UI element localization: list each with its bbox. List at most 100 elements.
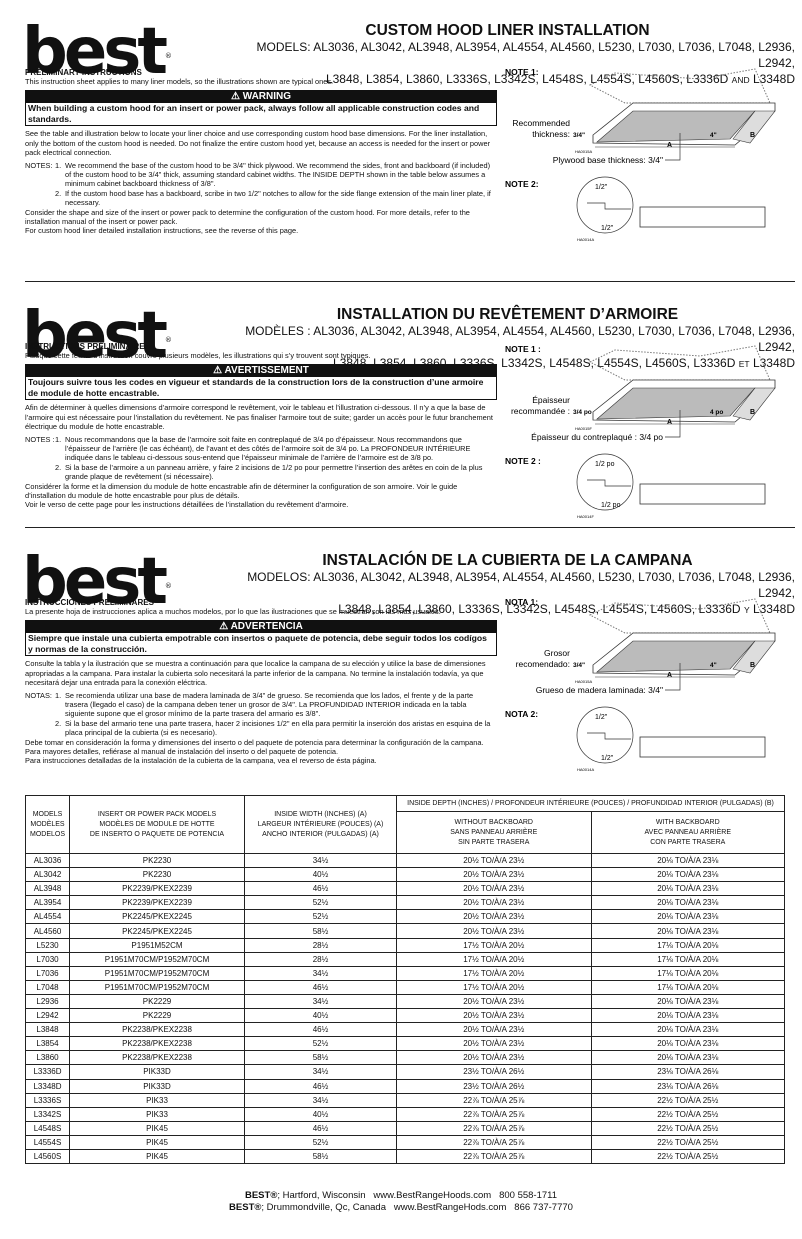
cell-depth-without-backboard: 22⅞ TO/À/A 25⅞ <box>396 1106 592 1122</box>
cell-inside-width: 52½ <box>244 1036 397 1052</box>
table-row: L4554S PIK45 52½ 22⅞ TO/À/A 25⅞ 22½ TO/À/A 2… <box>25 1134 786 1150</box>
cell-depth-with-backboard: 22½ TO/À/A 25½ <box>590 1106 786 1122</box>
section-divider <box>25 527 795 528</box>
dim-b: B <box>750 662 755 669</box>
notch-top-label: 1/2" <box>595 714 608 721</box>
figure-code: HA0015A <box>575 679 592 684</box>
plywood-label: Grueso de madera laminada: 3/4" <box>536 685 663 695</box>
warning-triangle-icon: ⚠ <box>219 621 229 633</box>
footer: BEST®; Hartford, Wisconsin www.BestRange… <box>0 1190 802 1214</box>
cell-inside-width: 28½ <box>244 937 397 953</box>
table-row: L4560S PIK45 58½ 22⅞ TO/À/A 25⅞ 22½ TO/À/A 2… <box>25 1148 786 1165</box>
cell-model: L2936 <box>25 993 70 1010</box>
hood-outline <box>588 598 771 634</box>
cell-model: AL4560 <box>25 923 70 939</box>
cell-depth-with-backboard: 20⅛ TO/À/A 23⅛ <box>590 1036 786 1052</box>
table-row: L3342S PIK33 40½ 22⅞ TO/À/A 25⅞ 22½ TO/À/A 2… <box>25 1106 786 1122</box>
cell-insert-model: PK2230 <box>69 852 245 869</box>
cell-depth-with-backboard: 22½ TO/À/A 25½ <box>590 1092 786 1108</box>
base-side <box>732 110 776 144</box>
notch-profile <box>587 202 631 210</box>
note1-label: NOTA 1: <box>505 597 538 607</box>
section-fr: best ® INSTALLATION DU REVÊTEMENT D’ARMOI… <box>0 284 802 529</box>
cell-insert-model: PK2229 <box>69 993 245 1010</box>
section-title: CUSTOM HOOD LINER INSTALLATION <box>365 22 650 39</box>
pointer-arrow <box>665 133 681 161</box>
intro-text: Afin de déterminer à quelles dimensions … <box>25 403 493 432</box>
warning-text: Siempre que instale una cubierta empotra… <box>28 633 487 655</box>
instructions: INSTRUCCIONES PRELIMINARES La presente h… <box>25 598 497 766</box>
table-row: AL3036 PK2230 34½ 20½ TO/À/A 23½ 20⅛ TO/À/A … <box>25 852 786 869</box>
liner-plate <box>639 736 766 758</box>
closing-text: Para instrucciones detalladas de la inst… <box>25 756 377 766</box>
table-row: L4548S PIK45 46½ 22⅞ TO/À/A 25⅞ 22½ TO/À/A 2… <box>25 1120 786 1136</box>
cell-model: L3336D <box>25 1064 70 1080</box>
cell-depth-without-backboard: 20½ TO/À/A 23½ <box>396 1022 592 1038</box>
rec-thickness-label: Recommended <box>512 118 570 128</box>
thickness-value: 3/4" <box>573 132 585 139</box>
table-row: L3854 PK2238/PKEX2238 52½ 20½ TO/À/A 23½ 20⅛… <box>25 1036 786 1052</box>
cell-model: AL3036 <box>25 852 70 869</box>
cell-depth-with-backboard: 22½ TO/À/A 25½ <box>590 1134 786 1150</box>
note1-label: NOTE 1 : <box>505 344 541 354</box>
height-value: 4" <box>710 662 717 669</box>
warning-triangle-icon: ⚠ <box>213 365 223 377</box>
note2-label: NOTE 2: <box>505 179 539 189</box>
cell-inside-width: 52½ <box>244 909 397 925</box>
table-row: L3348D PIK33D 46½ 23½ TO/À/A 26½ 23⅛ TO/À/A … <box>25 1078 786 1094</box>
prelim-text: La presente hoja de instrucciones aplica… <box>25 607 441 616</box>
cell-insert-model: P1951M52CM <box>69 937 245 953</box>
cell-depth-with-backboard: 22½ TO/À/A 25½ <box>590 1148 786 1165</box>
table-row: L7048 P1951M70CM/P1952M70CM 46½ 17½ TO/À/A … <box>25 979 786 995</box>
plywood-label: Épaisseur du contreplaqué : 3/4 po <box>531 432 663 442</box>
cell-depth-with-backboard: 20⅛ TO/À/A 23⅛ <box>590 909 786 925</box>
section-divider <box>25 281 795 282</box>
cell-inside-width: 34½ <box>244 965 397 981</box>
table-row: L3848 PK2238/PKEX2238 46½ 20½ TO/À/A 23½ 20⅛… <box>25 1022 786 1038</box>
closing-text: Consider the shape and size of the inser… <box>25 207 470 227</box>
cell-inside-width: 58½ <box>244 1148 397 1165</box>
cell-model: L3860 <box>25 1050 70 1066</box>
cell-depth-with-backboard: 23⅛ TO/À/A 26⅛ <box>590 1078 786 1094</box>
cell-insert-model: P1951M70CM/P1952M70CM <box>69 951 245 967</box>
thickness-value: 3/4 po <box>573 409 592 416</box>
cell-model: L4554S <box>25 1134 70 1150</box>
cell-depth-with-backboard: 20⅛ TO/À/A 23⅛ <box>590 881 786 897</box>
liner-plate <box>639 483 766 505</box>
hood-base-diagram: NOTE 1: Recommended thickness: 3/4" 4" B… <box>505 67 776 242</box>
section-title: INSTALLATION DU REVÊTEMENT D’ARMOIRE <box>336 306 679 323</box>
cell-depth-without-backboard: 17½ TO/À/A 20½ <box>396 937 592 953</box>
figure-code: HA0014A <box>577 237 594 242</box>
table-row: L3336D PIK33D 34½ 23½ TO/À/A 26½ 23⅛ TO/À/A … <box>25 1064 786 1080</box>
cell-inside-width: 34½ <box>244 852 397 869</box>
section-title: INSTALACIÓN DE LA CUBIERTA DE LA CAMPANA <box>322 552 693 569</box>
note-item: Si la base del armario tene una parte tr… <box>65 718 491 738</box>
hood-base-diagram: NOTE 1 : Épaisseur recommandée : 3/4 po … <box>505 344 776 519</box>
prelim-text: Puisque cette feuille d’instruction couv… <box>25 351 371 360</box>
cell-insert-model: PK2245/PKEX2245 <box>69 909 245 925</box>
cell-model: L3854 <box>25 1036 70 1052</box>
figure-code: HA0015F <box>575 426 592 431</box>
liner-dimensions-table: Models Modèles Modelos Insert or power pac… <box>25 795 786 1165</box>
cell-insert-model: PIK33D <box>69 1078 245 1094</box>
cell-depth-with-backboard: 20⅛ TO/À/A 23⅛ <box>590 867 786 883</box>
cell-depth-without-backboard: 22⅞ TO/À/A 25⅞ <box>396 1134 592 1150</box>
table-row: AL4554 PK2245/PKEX2245 52½ 20½ TO/À/A 23½ 20… <box>25 909 786 925</box>
footer-line-canada: BEST®; Drummondville, Qc, Canada www.Bes… <box>229 1202 573 1213</box>
cell-insert-model: PK2245/PKEX2245 <box>69 923 245 939</box>
cell-model: AL3042 <box>25 867 70 883</box>
notch-profile <box>587 479 631 487</box>
cell-insert-model: PK2239/PKEX2239 <box>69 881 245 897</box>
table-row: AL3948 PK2239/PKEX2239 46½ 20½ TO/À/A 23½ 20… <box>25 881 786 897</box>
prelim-heading: INSTRUCCIONES PRELIMINARES <box>25 598 154 607</box>
cell-inside-width: 46½ <box>244 979 397 995</box>
cell-inside-width: 52½ <box>244 895 397 911</box>
cell-depth-without-backboard: 20½ TO/À/A 23½ <box>396 867 592 883</box>
cell-model: AL4554 <box>25 909 70 925</box>
cell-model: L4560S <box>25 1148 70 1165</box>
cell-depth-without-backboard: 23½ TO/À/A 26½ <box>396 1064 592 1080</box>
notch-top-label: 1/2" <box>595 184 608 191</box>
cell-insert-model: P1951M70CM/P1952M70CM <box>69 979 245 995</box>
notes-illustrations: NOTE 1: Recommended thickness: 3/4" 4" B… <box>505 65 797 255</box>
cell-insert-model: PK2239/PKEX2239 <box>69 895 245 911</box>
